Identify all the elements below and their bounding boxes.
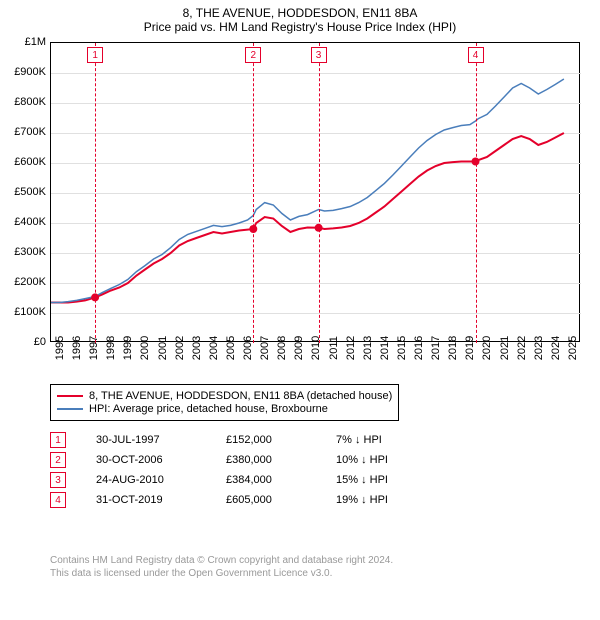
x-tick-label: 2018	[447, 336, 459, 360]
title-line-2: Price paid vs. HM Land Registry's House …	[0, 20, 600, 34]
y-tick-label: £400K	[4, 216, 46, 228]
x-tick-label: 2017	[430, 336, 442, 360]
footer-line-2: This data is licensed under the Open Gov…	[50, 567, 393, 580]
x-tick-label: 1997	[88, 336, 100, 360]
sale-marker-flag: 3	[311, 47, 327, 63]
y-tick-label: £1M	[4, 36, 46, 48]
sale-row: 4 31-OCT-2019 £605,000 19% ↓ HPI	[50, 490, 388, 510]
sale-vline	[319, 43, 320, 343]
x-tick-label: 2021	[499, 336, 511, 360]
sale-diff: 7% ↓ HPI	[336, 434, 382, 446]
y-tick-label: £800K	[4, 96, 46, 108]
sales-table: 1 30-JUL-1997 £152,000 7% ↓ HPI 2 30-OCT-2006…	[50, 430, 388, 510]
title-line-1: 8, THE AVENUE, HODDESDON, EN11 8BA	[0, 6, 600, 20]
x-tick-label: 2001	[157, 336, 169, 360]
y-tick-label: £200K	[4, 276, 46, 288]
x-tick-label: 2000	[139, 336, 151, 360]
sale-marker-flag: 4	[468, 47, 484, 63]
x-tick-label: 2016	[413, 336, 425, 360]
sale-price: £380,000	[226, 454, 306, 466]
chart-lines-svg	[51, 43, 581, 343]
sale-diff: 15% ↓ HPI	[336, 474, 388, 486]
x-tick-label: 2009	[293, 336, 305, 360]
sale-row-marker: 1	[50, 432, 66, 448]
sale-date: 30-OCT-2006	[96, 454, 196, 466]
footer-attribution: Contains HM Land Registry data © Crown c…	[50, 554, 393, 580]
x-tick-label: 2002	[174, 336, 186, 360]
x-tick-label: 1995	[54, 336, 66, 360]
x-tick-label: 2022	[516, 336, 528, 360]
x-tick-label: 2003	[191, 336, 203, 360]
chart-plot-area: 1 2 3 4	[50, 42, 580, 342]
sale-row-marker: 4	[50, 492, 66, 508]
y-tick-label: £300K	[4, 246, 46, 258]
x-tick-label: 1998	[105, 336, 117, 360]
sale-marker-flag: 2	[245, 47, 261, 63]
series-line-hpi	[51, 79, 564, 303]
x-tick-label: 2025	[567, 336, 579, 360]
y-tick-label: £500K	[4, 186, 46, 198]
y-tick-label: £700K	[4, 126, 46, 138]
x-tick-label: 2008	[276, 336, 288, 360]
legend-item: HPI: Average price, detached house, Brox…	[57, 403, 392, 415]
sale-date: 24-AUG-2010	[96, 474, 196, 486]
x-tick-label: 2007	[259, 336, 271, 360]
sale-marker-flag: 1	[87, 47, 103, 63]
x-tick-label: 2014	[379, 336, 391, 360]
legend-swatch	[57, 408, 83, 410]
y-tick-label: £100K	[4, 306, 46, 318]
x-tick-label: 2024	[550, 336, 562, 360]
sale-price: £384,000	[226, 474, 306, 486]
sale-row: 1 30-JUL-1997 £152,000 7% ↓ HPI	[50, 430, 388, 450]
sale-diff: 19% ↓ HPI	[336, 494, 388, 506]
x-tick-label: 2020	[481, 336, 493, 360]
x-tick-label: 2012	[345, 336, 357, 360]
series-line-property	[51, 133, 564, 303]
sale-row: 2 30-OCT-2006 £380,000 10% ↓ HPI	[50, 450, 388, 470]
sale-row: 3 24-AUG-2010 £384,000 15% ↓ HPI	[50, 470, 388, 490]
sale-date: 31-OCT-2019	[96, 494, 196, 506]
sale-vline	[476, 43, 477, 343]
sale-price: £605,000	[226, 494, 306, 506]
y-tick-label: £600K	[4, 156, 46, 168]
x-tick-label: 2019	[464, 336, 476, 360]
sale-vline	[95, 43, 96, 343]
chart-title-block: 8, THE AVENUE, HODDESDON, EN11 8BAPrice …	[0, 0, 600, 36]
y-tick-label: £0	[4, 336, 46, 348]
x-tick-label: 2004	[208, 336, 220, 360]
sale-row-marker: 3	[50, 472, 66, 488]
y-tick-label: £900K	[4, 66, 46, 78]
sale-price: £152,000	[226, 434, 306, 446]
legend-swatch	[57, 395, 83, 397]
x-tick-label: 1996	[71, 336, 83, 360]
sale-row-marker: 2	[50, 452, 66, 468]
x-tick-label: 2015	[396, 336, 408, 360]
x-tick-label: 2005	[225, 336, 237, 360]
x-tick-label: 2006	[242, 336, 254, 360]
sale-date: 30-JUL-1997	[96, 434, 196, 446]
legend-item: 8, THE AVENUE, HODDESDON, EN11 8BA (deta…	[57, 390, 392, 402]
footer-line-1: Contains HM Land Registry data © Crown c…	[50, 554, 393, 567]
legend-label: HPI: Average price, detached house, Brox…	[89, 403, 328, 415]
legend-label: 8, THE AVENUE, HODDESDON, EN11 8BA (deta…	[89, 390, 392, 402]
sale-diff: 10% ↓ HPI	[336, 454, 388, 466]
x-tick-label: 2011	[328, 336, 340, 360]
x-tick-label: 2023	[533, 336, 545, 360]
legend: 8, THE AVENUE, HODDESDON, EN11 8BA (deta…	[50, 384, 399, 421]
x-tick-label: 1999	[122, 336, 134, 360]
x-tick-label: 2013	[362, 336, 374, 360]
x-tick-label: 2010	[310, 336, 322, 360]
sale-vline	[253, 43, 254, 343]
